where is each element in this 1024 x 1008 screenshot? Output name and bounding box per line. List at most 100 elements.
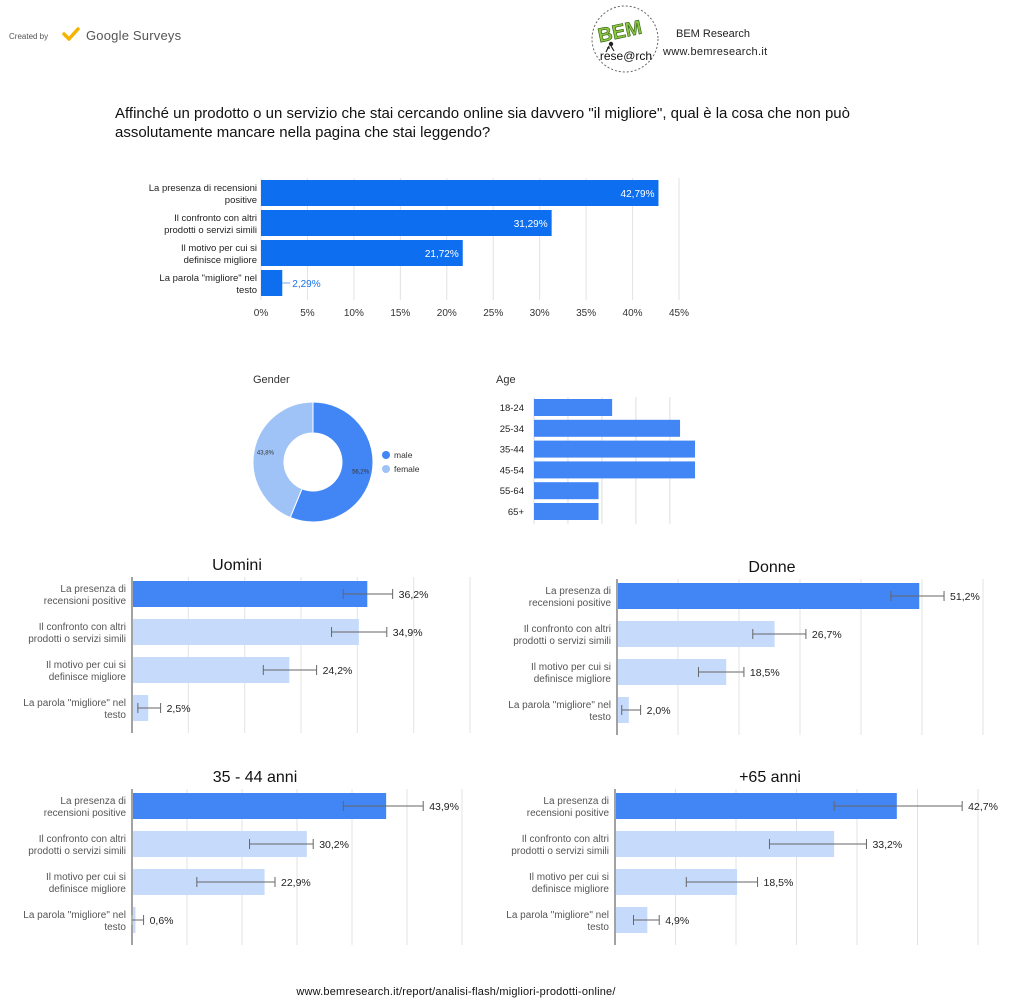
bar bbox=[534, 399, 613, 416]
x-tick-label: 0% bbox=[254, 308, 269, 319]
category-label: Il motivo per cui si bbox=[46, 872, 126, 883]
footer-url: www.bemresearch.it/report/analisi-flash/… bbox=[296, 986, 616, 998]
category-label: prodotti o servizi simili bbox=[511, 846, 609, 857]
x-tick-label: 10% bbox=[344, 308, 364, 319]
category-label: La parola "migliore" nel bbox=[506, 910, 609, 921]
category-label: 65+ bbox=[508, 507, 525, 518]
chart-title: Gender bbox=[253, 374, 290, 386]
category-label: 55-64 bbox=[500, 486, 524, 497]
pie-slice bbox=[289, 401, 374, 523]
category-label: definisce migliore bbox=[532, 884, 610, 895]
bar bbox=[534, 461, 695, 479]
chart-title: Age bbox=[496, 374, 516, 386]
x-tick-label: 40% bbox=[623, 308, 643, 319]
bar bbox=[618, 583, 920, 609]
bar bbox=[261, 180, 659, 206]
category-label: La parola "migliore" nel bbox=[159, 273, 257, 284]
data-label: 30,2% bbox=[319, 839, 349, 851]
data-label: 18,5% bbox=[764, 877, 794, 889]
data-label: 2,29% bbox=[292, 279, 320, 290]
panel-title: +65 anni bbox=[739, 769, 801, 786]
data-label: 26,7% bbox=[812, 629, 842, 641]
category-label: Il confronto con altri bbox=[39, 834, 126, 845]
category-label: La presenza di recensioni bbox=[149, 183, 257, 194]
panel-title: Donne bbox=[748, 559, 795, 576]
data-label: 24,2% bbox=[323, 665, 353, 677]
legend-marker bbox=[382, 451, 390, 459]
category-label: 18-24 bbox=[500, 403, 524, 414]
slice-label: 56,2% bbox=[352, 469, 370, 475]
data-label: 33,2% bbox=[872, 839, 902, 851]
category-label: testo bbox=[236, 285, 257, 296]
category-label: La presenza di bbox=[545, 586, 611, 597]
category-label: recensioni positive bbox=[44, 596, 127, 607]
data-label: 43,9% bbox=[429, 801, 459, 813]
category-label: La presenza di bbox=[60, 584, 126, 595]
bar bbox=[618, 621, 775, 647]
category-label: Il confronto con altri bbox=[524, 624, 611, 635]
category-label: testo bbox=[104, 710, 126, 721]
main-results-chart: 0% 5% 10% 15% 20% 25% 30% 35% 40% 45% La presenza … bbox=[149, 178, 689, 319]
checkmark-icon bbox=[62, 27, 80, 41]
category-label: Il motivo per cui si bbox=[529, 872, 609, 883]
x-tick-label: 5% bbox=[300, 308, 315, 319]
bar bbox=[534, 503, 599, 520]
data-label: 18,5% bbox=[750, 667, 780, 679]
logo-text-research: rese@rch bbox=[600, 49, 652, 63]
x-tick-label: 20% bbox=[437, 308, 457, 319]
x-tick-label: 15% bbox=[390, 308, 410, 319]
category-label: prodotti o servizi simili bbox=[28, 846, 126, 857]
x-tick-label: 35% bbox=[576, 308, 596, 319]
panel-35-44-chart: 35 - 44 anni 43,9% La presenza direcension… bbox=[23, 769, 463, 945]
category-label: Il motivo per cui si bbox=[46, 660, 126, 671]
bar bbox=[261, 270, 283, 296]
bar bbox=[261, 210, 552, 236]
category-label: La parola "migliore" nel bbox=[23, 910, 126, 921]
category-label: positive bbox=[225, 195, 257, 206]
category-label: Il confronto con altri bbox=[522, 834, 609, 845]
bem-research-logo: BEM rese@rch bbox=[591, 5, 659, 73]
bar bbox=[133, 619, 359, 645]
data-label: 2,5% bbox=[167, 703, 191, 715]
data-label: 42,79% bbox=[621, 189, 655, 200]
category-label: definisce migliore bbox=[534, 674, 612, 685]
category-label: testo bbox=[104, 922, 126, 933]
survey-question: Affinché un prodotto o un servizio che s… bbox=[115, 105, 850, 141]
data-label: 4,9% bbox=[665, 915, 689, 927]
category-label: definisce migliore bbox=[49, 672, 127, 683]
pie-slice bbox=[252, 401, 314, 519]
category-label: testo bbox=[587, 922, 609, 933]
legend-marker bbox=[382, 465, 390, 473]
category-label: La parola "migliore" nel bbox=[508, 700, 611, 711]
x-tick-label: 30% bbox=[530, 308, 550, 319]
data-label: 0,6% bbox=[150, 915, 174, 927]
org-name: BEM Research bbox=[676, 28, 750, 40]
age-bar-chart: Age 18-24 25-34 35-44 45-54 55-64 65+ bbox=[496, 374, 695, 524]
org-url: www.bemresearch.it bbox=[663, 46, 768, 58]
category-label: definisce migliore bbox=[49, 884, 127, 895]
x-tick-label: 45% bbox=[669, 308, 689, 319]
data-label: 2,0% bbox=[647, 705, 671, 717]
data-label: 51,2% bbox=[950, 591, 980, 603]
category-label: Il confronto con altri bbox=[174, 213, 257, 224]
category-label: recensioni positive bbox=[44, 808, 127, 819]
category-label: Il confronto con altri bbox=[39, 622, 126, 633]
category-label: 35-44 bbox=[500, 445, 524, 456]
data-label: 31,29% bbox=[514, 219, 548, 230]
category-label: testo bbox=[589, 712, 611, 723]
category-label: La parola "migliore" nel bbox=[23, 698, 126, 709]
category-label: Il motivo per cui si bbox=[531, 662, 611, 673]
legend-label: male bbox=[394, 450, 413, 460]
data-label: 36,2% bbox=[399, 589, 429, 601]
category-label: prodotti o servizi simili bbox=[164, 225, 257, 236]
gender-donut-chart: Gender 56,2% 43,8% male female bbox=[252, 374, 420, 523]
bar bbox=[534, 440, 695, 458]
bar bbox=[534, 482, 599, 500]
google-surveys-brand: Google Surveys bbox=[86, 28, 182, 43]
slice-label: 43,8% bbox=[257, 451, 275, 457]
bar bbox=[133, 581, 368, 607]
category-label: La presenza di bbox=[543, 796, 609, 807]
